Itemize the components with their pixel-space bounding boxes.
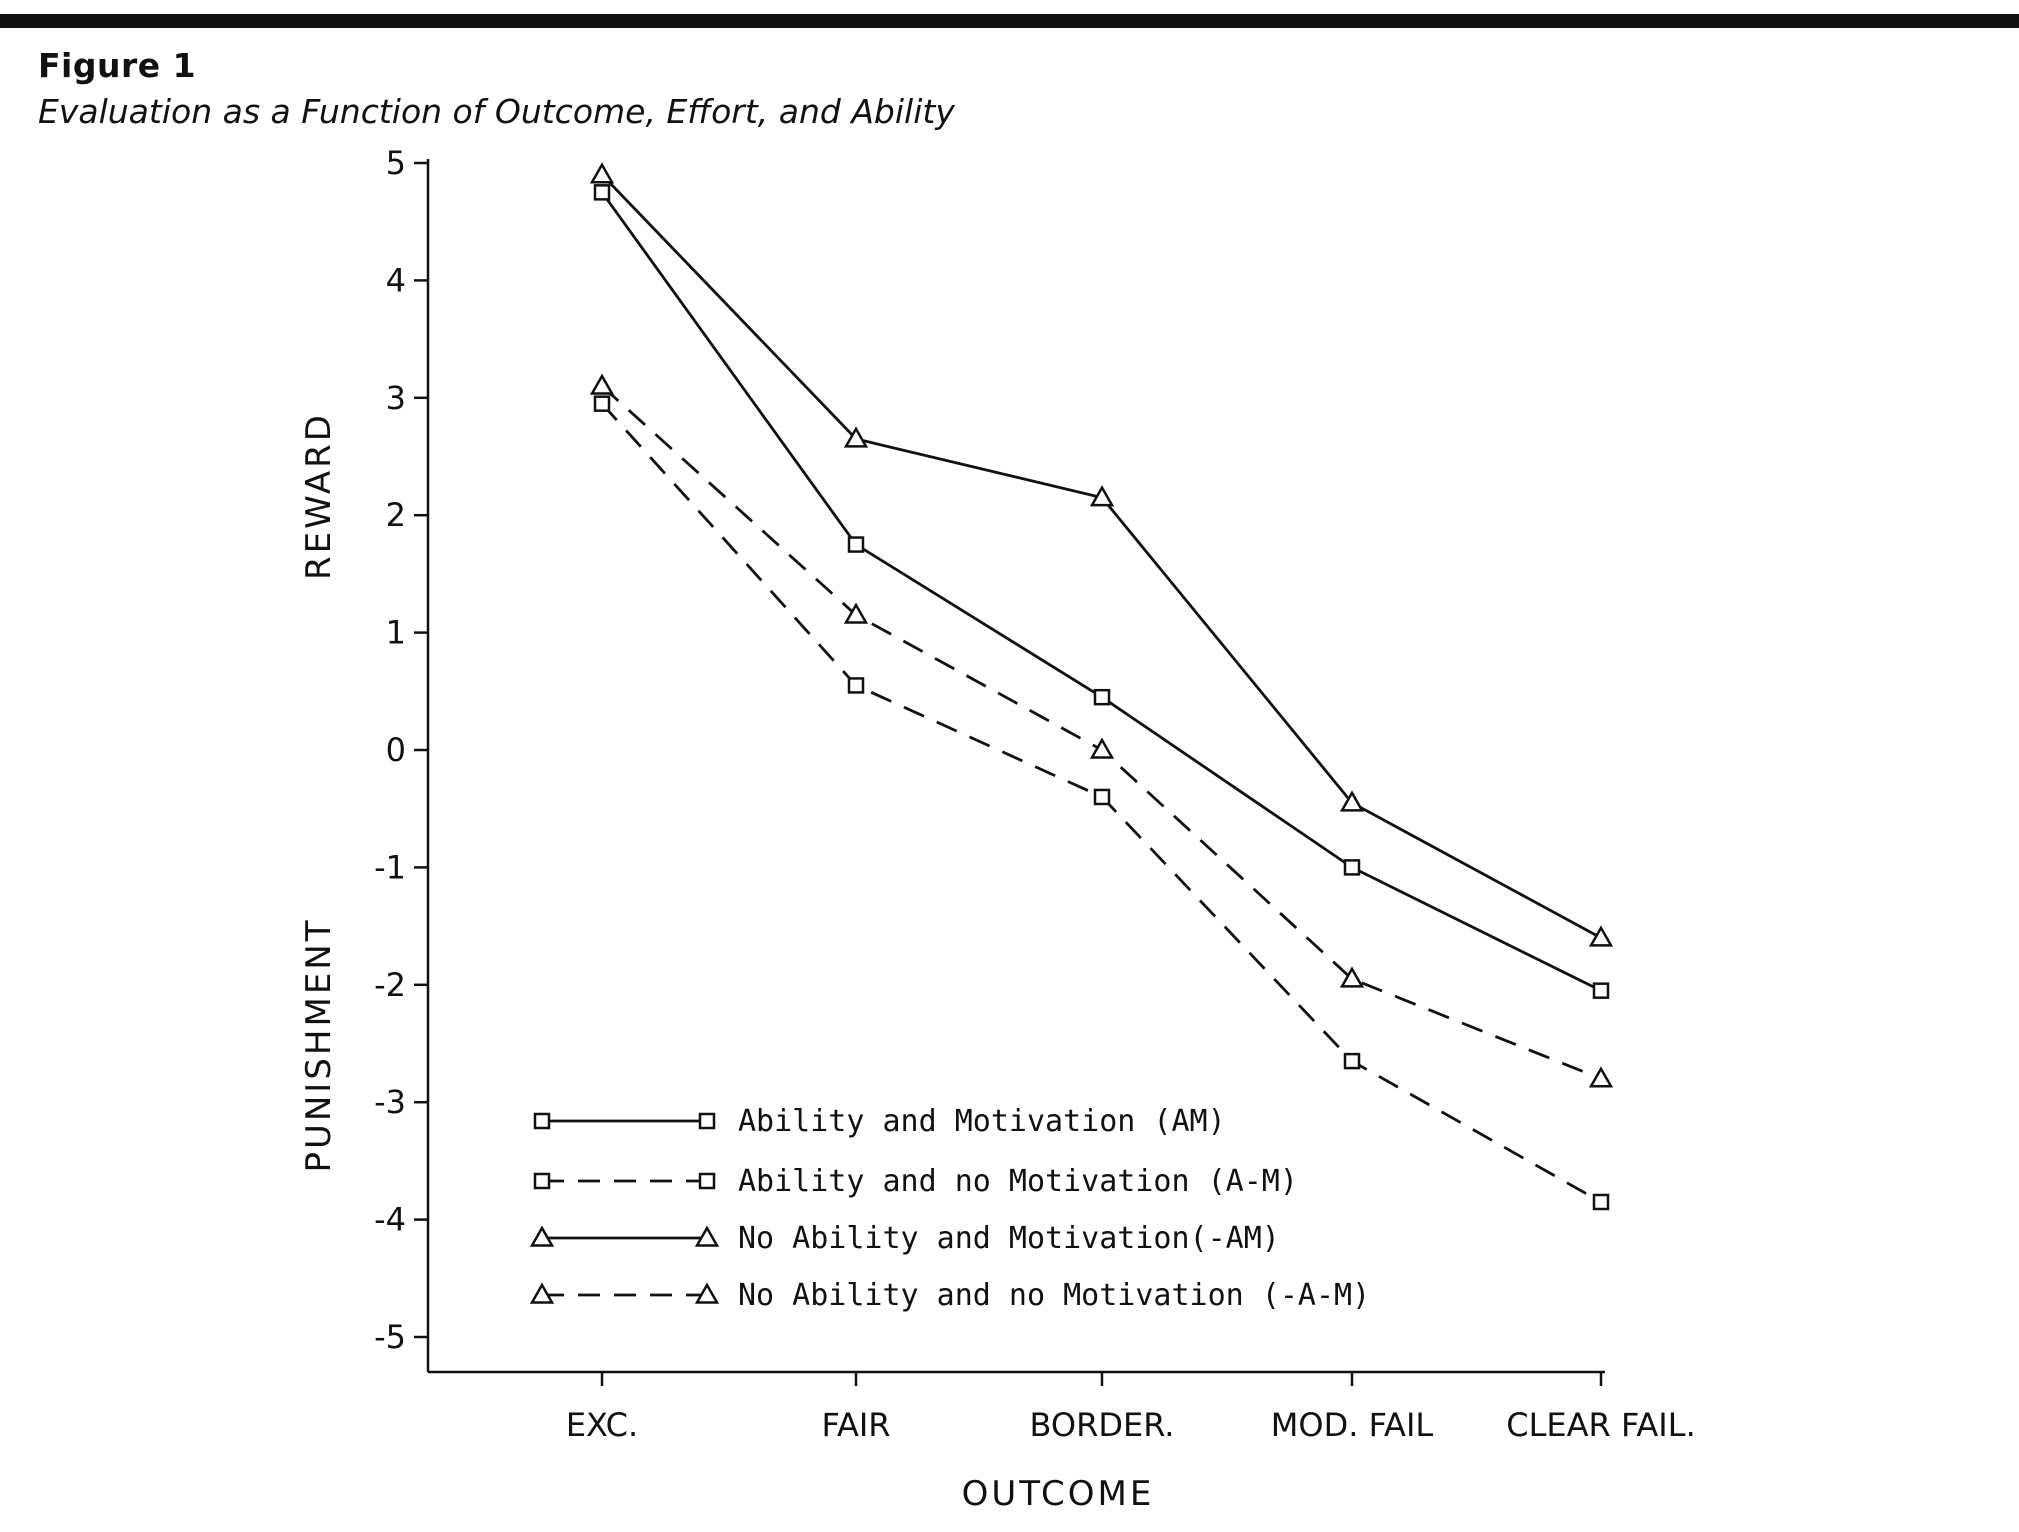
series-line	[600, 191, 1602, 992]
legend-item-3: No Ability and Motivation(-AM)	[529, 1221, 1280, 1256]
y-tick-label: -4	[374, 1201, 406, 1239]
y-axis-title-punishment: PUNISHMENT	[299, 917, 339, 1172]
x-axis-ticks: EXC. FAIR BORDER. MOD. FAIL CLEAR FAIL.	[566, 1372, 1696, 1444]
legend-item-2: Ability and no Motivation (A-M)	[533, 1164, 1298, 1199]
y-tick-label: 5	[386, 144, 406, 182]
data-point	[847, 677, 865, 694]
x-tick-label: CLEAR FAIL.	[1506, 1406, 1695, 1444]
y-axis-ticks: 5 4 3 2 1 0 -1 -2 -3 -4 -5	[374, 144, 428, 1356]
series-line	[600, 173, 1602, 940]
top-rule	[0, 14, 2019, 28]
data-point	[1093, 788, 1111, 806]
axes	[426, 159, 1605, 1374]
legend: Ability and Motivation (AM) Ability and n…	[529, 1104, 1370, 1313]
legend-item-1: Ability and Motivation (AM)	[533, 1104, 1226, 1139]
data-point	[1089, 485, 1115, 507]
x-axis-title: OUTCOME	[962, 1474, 1155, 1514]
y-axis-title-reward: REWARD	[299, 412, 339, 580]
data-point	[1339, 790, 1365, 812]
data-point	[843, 426, 869, 448]
legend-marker	[533, 1112, 551, 1130]
y-tick-label: -2	[374, 966, 406, 1004]
x-tick-label: MOD. FAIL	[1271, 1406, 1434, 1444]
data-point	[843, 602, 869, 624]
legend-marker	[694, 1225, 720, 1247]
data-point	[1592, 1193, 1610, 1211]
y-tick-label: 4	[386, 261, 406, 299]
data-point	[1343, 1052, 1361, 1070]
y-tick-label: -5	[374, 1318, 406, 1356]
legend-label: No Ability and Motivation(-AM)	[738, 1221, 1280, 1256]
data-point	[1339, 966, 1365, 988]
x-tick-label: FAIR	[821, 1406, 890, 1444]
legend-label: Ability and no Motivation (A-M)	[738, 1164, 1298, 1199]
legend-label: No Ability and no Motivation (-A-M)	[738, 1278, 1370, 1313]
data-point	[847, 536, 865, 553]
data-point	[589, 162, 615, 184]
data-point	[1588, 925, 1614, 947]
figure-caption: Evaluation as a Function of Outcome, Eff…	[38, 92, 955, 131]
y-tick-label: -3	[374, 1083, 406, 1121]
data-point	[593, 395, 611, 412]
legend-marker	[694, 1282, 720, 1304]
legend-marker	[529, 1225, 555, 1247]
y-tick-label: 3	[386, 379, 406, 417]
series-2	[593, 395, 1610, 1211]
legend-item-4: No Ability and no Motivation (-A-M)	[529, 1278, 1370, 1313]
data-point	[593, 184, 611, 201]
figure-label: Figure 1	[38, 46, 197, 85]
y-tick-label: 2	[386, 496, 406, 534]
series-3	[589, 162, 1614, 947]
legend-label: Ability and Motivation (AM)	[738, 1104, 1226, 1139]
legend-marker	[533, 1172, 551, 1190]
y-tick-label: -1	[374, 848, 406, 886]
legend-marker	[529, 1282, 555, 1304]
x-tick-label: EXC.	[566, 1406, 638, 1444]
series-4	[589, 373, 1614, 1088]
series-lines	[589, 162, 1614, 1211]
data-point	[1093, 688, 1111, 706]
data-point	[1343, 859, 1361, 876]
x-tick-label: BORDER.	[1030, 1406, 1175, 1444]
y-tick-label: 0	[386, 731, 406, 769]
data-point	[1592, 982, 1610, 999]
data-point	[1588, 1066, 1614, 1088]
series-1	[593, 184, 1610, 999]
legend-marker	[698, 1172, 716, 1190]
legend-marker	[698, 1112, 716, 1130]
y-tick-label: 1	[386, 614, 406, 652]
data-point	[1089, 737, 1115, 759]
data-point	[589, 373, 615, 395]
